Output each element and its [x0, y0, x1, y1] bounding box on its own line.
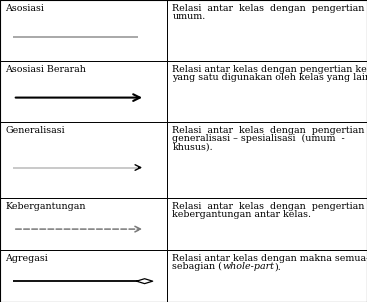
- Text: Relasi antar kelas dengan pengertian kelas: Relasi antar kelas dengan pengertian kel…: [172, 65, 367, 74]
- Text: Generalisasi: Generalisasi: [6, 126, 65, 135]
- Bar: [167, 198, 367, 250]
- Text: Relasi antar kelas dengan makna semua-: Relasi antar kelas dengan makna semua-: [172, 254, 367, 263]
- Text: kebergantungan antar kelas.: kebergantungan antar kelas.: [172, 210, 312, 219]
- Bar: [0, 0, 167, 61]
- Bar: [167, 0, 367, 61]
- Text: Asosiasi Berarah: Asosiasi Berarah: [6, 65, 86, 74]
- Text: umum.: umum.: [172, 12, 206, 21]
- Text: khusus).: khusus).: [172, 143, 213, 152]
- Text: Kebergantungan: Kebergantungan: [6, 202, 86, 211]
- Bar: [0, 250, 167, 302]
- Bar: [167, 250, 367, 302]
- Text: whole-part: whole-part: [222, 262, 275, 271]
- Text: yang satu digunakan oleh kelas yang lain.: yang satu digunakan oleh kelas yang lain…: [172, 73, 367, 82]
- Text: generalisasi – spesialisasi  (umum  -: generalisasi – spesialisasi (umum -: [172, 134, 345, 143]
- Text: Relasi  antar  kelas  dengan  pengertian: Relasi antar kelas dengan pengertian: [172, 126, 365, 135]
- Text: sebagian (: sebagian (: [172, 262, 222, 271]
- Bar: [167, 61, 367, 122]
- Bar: [167, 122, 367, 198]
- Text: Asosiasi: Asosiasi: [6, 4, 44, 13]
- Text: Agregasi: Agregasi: [6, 254, 48, 263]
- Bar: [0, 61, 167, 122]
- Text: ).: ).: [275, 262, 281, 271]
- Text: Relasi  antar  kelas  dengan  pengertian: Relasi antar kelas dengan pengertian: [172, 202, 365, 211]
- Bar: [0, 122, 167, 198]
- Text: Relasi  antar  kelas  dengan  pengertian: Relasi antar kelas dengan pengertian: [172, 4, 365, 13]
- Bar: [0, 198, 167, 250]
